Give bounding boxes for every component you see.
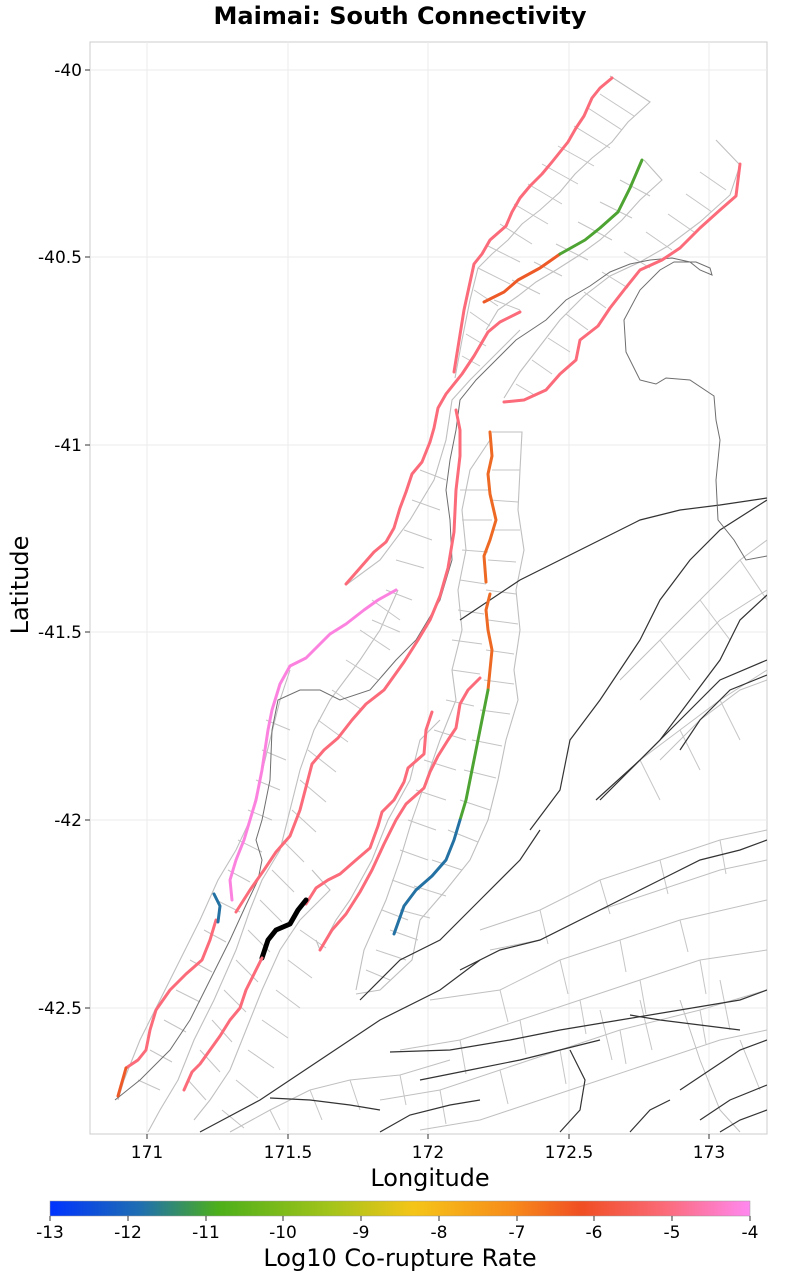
colorbar-tick-label: -5	[664, 1223, 681, 1243]
rupture-trace-northwest-arm	[452, 76, 614, 374]
rupture-trace-southwest-tip	[116, 1066, 128, 1098]
rupture-trace-middle-orange	[482, 252, 562, 304]
colorbar-tick-label: -8	[431, 1223, 448, 1243]
y-tick-label: -42	[54, 811, 82, 831]
y-tick-label: -42.5	[38, 999, 82, 1019]
x-tick-label: 172	[412, 1143, 444, 1163]
y-tick-label: -41	[54, 436, 82, 456]
background-rungs	[269, 559, 767, 1131]
gridlines	[90, 42, 767, 1134]
rupture-trace-southwest	[124, 918, 218, 1070]
colorbar-tick-label: -4	[742, 1223, 759, 1243]
rupture-trace-middle-green	[558, 158, 644, 256]
y-axis: -40 -40.5 -41 -41.5 -42 -42.5	[38, 61, 90, 1019]
rupture-trace-blue-west	[212, 892, 222, 924]
x-axis: 171 171.5 172 172.5 173	[131, 1134, 725, 1163]
colorbar-tick-label: -11	[192, 1223, 220, 1243]
x-axis-title: Longitude	[370, 1164, 490, 1192]
y-axis-title: Latitude	[6, 535, 34, 635]
coastline	[114, 257, 767, 1101]
rupture-trace-southern-segment	[182, 956, 264, 1092]
colorbar-tick-label: -10	[269, 1223, 297, 1243]
background-fault-traces	[199, 497, 767, 1133]
x-tick-label: 173	[693, 1143, 725, 1163]
rupture-trace-hope-east	[318, 676, 482, 952]
rupture-traces	[116, 76, 742, 1098]
fault-plane-rungs	[137, 93, 727, 1129]
rupture-trace-central	[344, 310, 522, 586]
colorbar-tick-label: -7	[509, 1223, 526, 1243]
rupture-trace-northeast-arm	[502, 162, 742, 404]
chart-title: Maimai: South Connectivity	[213, 2, 587, 30]
fault-plane-outlines	[117, 75, 741, 1133]
colorbar-tick-label: -13	[36, 1223, 64, 1243]
colorbar-tick-label: -6	[586, 1223, 603, 1243]
colorbar-gradient	[49, 1200, 751, 1217]
x-tick-label: 171.5	[264, 1143, 313, 1163]
rupture-trace-hope-central	[304, 710, 434, 906]
rupture-trace-blue-south	[392, 818, 462, 936]
rupture-trace-green-south	[458, 688, 490, 822]
colorbar-tick-label: -9	[353, 1223, 370, 1243]
rupture-trace-source-fault	[259, 897, 309, 961]
colorbar: -13 -12 -11 -10 -9 -8 -7 -6 -5 -4	[36, 1200, 759, 1243]
rupture-trace-awatere-north	[482, 430, 498, 584]
y-tick-label: -40.5	[38, 248, 82, 268]
rupture-trace-hope-west	[234, 408, 462, 914]
colorbar-title: Log10 Co-rupture Rate	[263, 1244, 537, 1272]
colorbar-tick-label: -12	[114, 1223, 142, 1243]
y-tick-label: -40	[54, 61, 82, 81]
x-tick-label: 172.5	[545, 1143, 594, 1163]
rupture-trace-awatere-south	[484, 592, 494, 692]
y-tick-label: -41.5	[38, 623, 82, 643]
rupture-trace-pink-west	[228, 588, 398, 902]
x-tick-label: 171	[131, 1143, 163, 1163]
